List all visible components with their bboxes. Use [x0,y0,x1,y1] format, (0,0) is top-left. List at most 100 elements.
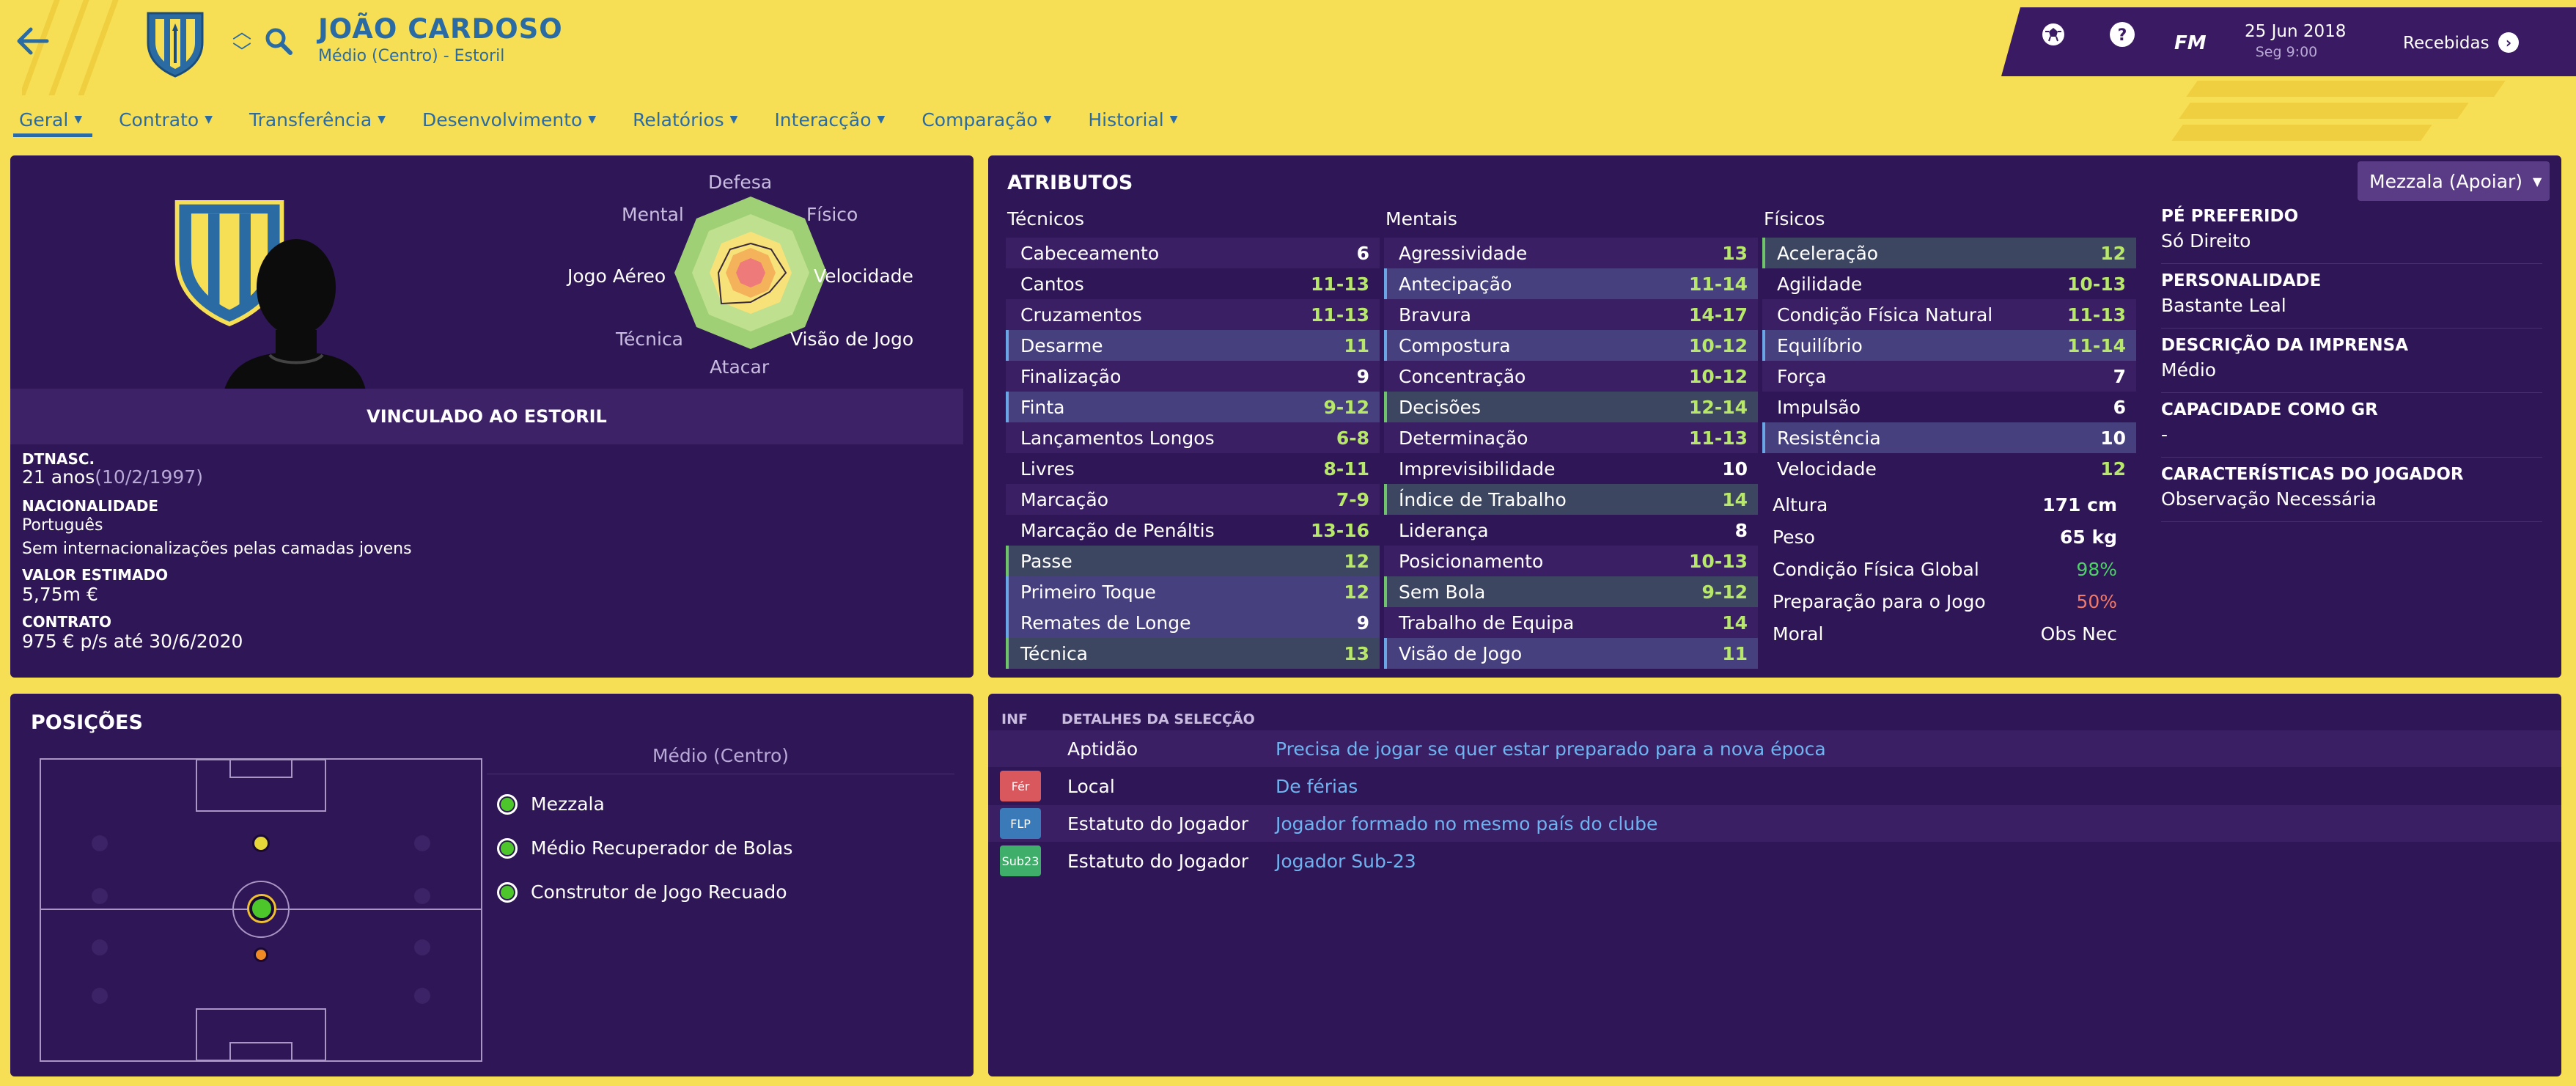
attribute-value: 11-14 [1689,273,1748,295]
menu-historial[interactable]: Historial ▼ [1069,101,1195,138]
attribute-row[interactable]: Desarme 11 [1006,330,1380,361]
selection-row[interactable]: Fér Local De férias [988,768,2561,804]
menu-interaccao[interactable]: Interacção ▼ [755,101,902,138]
pitch-lines [41,759,481,1061]
attribute-row[interactable]: Marcação 7-9 [1006,484,1380,515]
role-item[interactable]: Mezzala [497,793,605,815]
attribute-row[interactable]: Condição Física Natural 11-13 [1762,299,2136,330]
attribute-row[interactable]: Aceleração 12 [1762,238,2136,268]
top-right-bar [2001,7,2576,76]
attribute-value: 9 [1356,365,1369,387]
attribute-row[interactable]: Liderança 8 [1384,515,1758,546]
menu-transferencia[interactable]: Transferência ▼ [230,101,403,138]
attribute-row[interactable]: Livres 8-11 [1006,453,1380,484]
attribute-row[interactable]: Cruzamentos 11-13 [1006,299,1380,330]
attribute-name: Posicionamento [1399,550,1544,572]
nationality[interactable]: Português [22,516,103,535]
menu-label: Transferência [249,109,372,131]
attribute-name: Lançamentos Longos [1020,427,1215,449]
fm-logo[interactable]: FM [2174,32,2207,54]
attribute-name: Livres [1020,458,1075,480]
attribute-row[interactable]: Cabeceamento 6 [1006,238,1380,268]
attribute-row[interactable]: Marcação de Penáltis 13-16 [1006,515,1380,546]
attribute-row[interactable]: Visão de Jogo 11 [1384,638,1758,669]
mental-attributes: Agressividade 13 Antecipação 11-14 Bravura 14… [1384,238,1758,669]
attribute-row[interactable]: Compostura 10-12 [1384,330,1758,361]
selection-label: Local [1067,775,1115,797]
attribute-row[interactable]: Equilíbrio 11-14 [1762,330,2136,361]
attribute-row[interactable]: Índice de Trabalho 14 [1384,484,1758,515]
attribute-row[interactable]: Sem Bola 9-12 [1384,576,1758,607]
attribute-row[interactable]: Imprevisibilidade 10 [1384,453,1758,484]
attribute-row[interactable]: Trabalho de Equipa 14 [1384,607,1758,638]
physical-summary-value: 65 kg [2059,526,2117,548]
chevron-down-icon: ▼ [205,114,213,125]
position-dot-mco[interactable] [252,834,270,852]
role-dropdown[interactable]: Mezzala (Apoiar) ▼ [2358,161,2550,201]
pitch-diagram[interactable] [40,758,482,1062]
menu-comparacao[interactable]: Comparação ▼ [902,101,1069,138]
attribute-row[interactable]: Posicionamento 10-13 [1384,546,1758,576]
attribute-name: Liderança [1399,519,1489,541]
attribute-row[interactable]: Lançamentos Longos 6-8 [1006,422,1380,453]
attribute-row[interactable]: Antecipação 11-14 [1384,268,1758,299]
attribute-row[interactable]: Primeiro Toque 12 [1006,576,1380,607]
position-dot-mc[interactable] [249,896,274,921]
attribute-row[interactable]: Passe 12 [1006,546,1380,576]
attribute-row[interactable]: Decisões 12-14 [1384,392,1758,422]
attribute-value: 6 [1356,242,1369,264]
selection-row[interactable]: Aptidão Precisa de jogar se quer estar pr… [988,730,2561,767]
role-rating-icon [497,881,518,903]
continue-arrow-icon[interactable]: › [2498,32,2519,53]
back-arrow-icon[interactable] [15,21,62,67]
svg-text:?: ? [2118,26,2127,45]
attribute-row[interactable]: Velocidade 12 [1762,453,2136,484]
selection-value-link[interactable]: De férias [1276,775,1358,797]
role-item[interactable]: Médio Recuperador de Bolas [497,837,792,859]
player-position-club[interactable]: Médio (Centro) - Estoril [318,47,505,65]
role-name: Construtor de Jogo Recuado [531,881,787,903]
attribute-name: Imprevisibilidade [1399,458,1556,480]
attribute-row[interactable]: Técnica 13 [1006,638,1380,669]
inbox-button[interactable]: Recebidas [2403,34,2489,53]
attribute-row[interactable]: Agressividade 13 [1384,238,1758,268]
attribute-row[interactable]: Impulsão 6 [1762,392,2136,422]
position-dot-mdc[interactable] [254,947,268,962]
menu-desenvolvimento[interactable]: Desenvolvimento ▼ [403,101,614,138]
attribute-row[interactable]: Remates de Longe 9 [1006,607,1380,638]
selection-row[interactable]: FLP Estatuto do Jogador Jogador formado no… [988,805,2561,842]
physical-summary-label: Preparação para o Jogo [1773,590,1986,612]
chevron-down-icon: ▼ [729,114,738,125]
selection-value-link[interactable]: Jogador formado no mesmo país do clube [1276,812,1658,834]
current-date[interactable]: 25 Jun 2018 [2245,22,2347,41]
help-icon[interactable]: ? [2108,21,2136,48]
player-info-side: PÉ PREFERIDO Só Direito PERSONALIDADE Basta… [2161,199,2542,522]
attribute-row[interactable]: Bravura 14-17 [1384,299,1758,330]
attribute-row[interactable]: Finta 9-12 [1006,392,1380,422]
menu-contrato[interactable]: Contrato ▼ [100,101,230,138]
player-avatar [223,230,367,395]
menu-geral[interactable]: Geral ▼ [0,101,100,138]
side-info-value: Médio [2161,359,2542,393]
chevron-up-icon[interactable]: ︿ [232,21,251,43]
attribute-row[interactable]: Agilidade 10-13 [1762,268,2136,299]
selection-row[interactable]: Sub23 Estatuto do Jogador Jogador Sub-23 [988,843,2561,879]
attribute-value: 9-12 [1701,581,1748,603]
general-panel: Defesa Mental Físico Jogo Aéreo Velocida… [10,155,974,678]
attribute-row[interactable]: Resistência 10 [1762,422,2136,453]
selection-value-link[interactable]: Precisa de jogar se quer estar preparado… [1276,738,1826,760]
attribute-row[interactable]: Cantos 11-13 [1006,268,1380,299]
player-navigation[interactable]: ︿ ﹀ [229,22,255,66]
role-item[interactable]: Construtor de Jogo Recuado [497,881,787,903]
attribute-row[interactable]: Força 7 [1762,361,2136,392]
chevron-down-icon[interactable]: ﹀ [232,42,251,64]
attribute-row[interactable]: Concentração 10-12 [1384,361,1758,392]
ball-icon[interactable] [2039,21,2067,48]
attribute-radar[interactable]: Defesa Mental Físico Jogo Aéreo Velocida… [538,170,963,378]
menu-relatorios[interactable]: Relatórios ▼ [614,101,755,138]
attribute-value: 11-13 [1689,427,1748,449]
attribute-row[interactable]: Finalização 9 [1006,361,1380,392]
attribute-row[interactable]: Determinação 11-13 [1384,422,1758,453]
search-icon[interactable] [264,26,296,59]
selection-value-link[interactable]: Jogador Sub-23 [1276,850,1416,872]
